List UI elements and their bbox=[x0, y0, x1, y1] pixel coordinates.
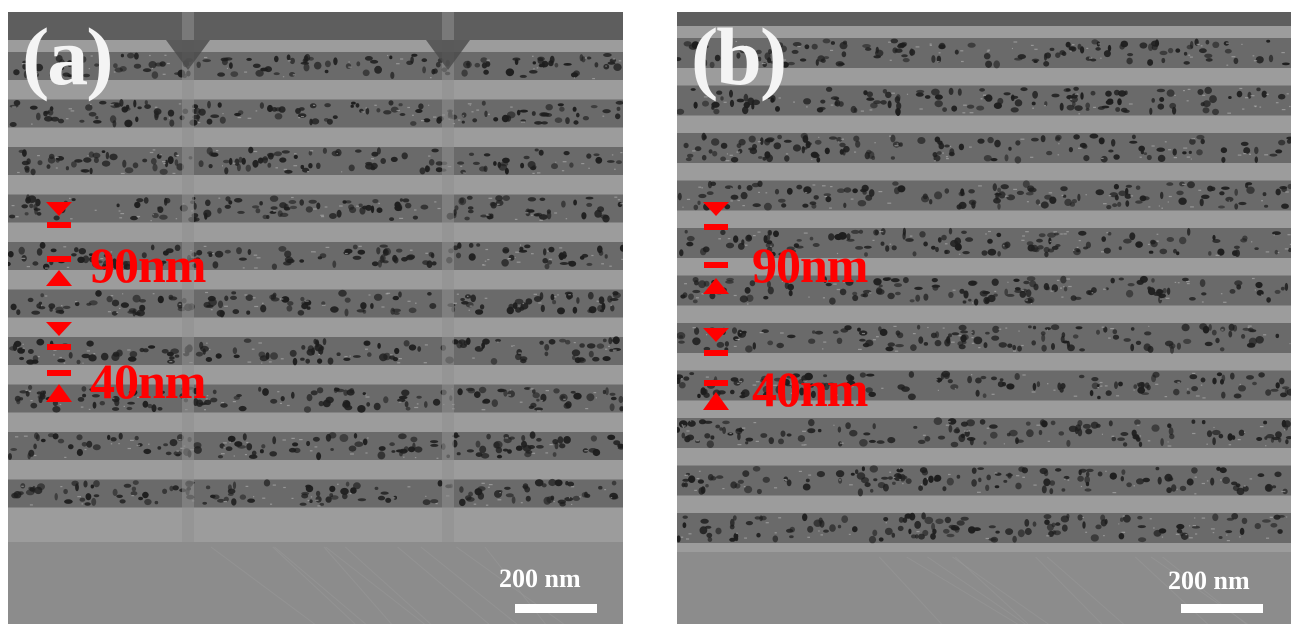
panel-label-b: (b) bbox=[691, 16, 785, 98]
sem-micrograph-a bbox=[8, 12, 623, 624]
scale-bar-a bbox=[515, 604, 597, 613]
scale-label-a: 200 nm bbox=[499, 566, 581, 592]
measurement-40nm-b: 40nm bbox=[752, 364, 867, 414]
measurement-90nm-a: 90nm bbox=[90, 240, 205, 290]
measurement-90nm-b: 90nm bbox=[752, 240, 867, 290]
measurement-40nm-a: 40nm bbox=[90, 356, 205, 406]
sem-panel-a: (a) 90nm 40nm 200 nm bbox=[8, 12, 623, 624]
sem-micrograph-b bbox=[677, 12, 1291, 624]
panel-label-a: (a) bbox=[22, 16, 112, 98]
scale-label-b: 200 nm bbox=[1168, 568, 1250, 594]
sem-panel-b: (b) 90nm 40nm 200 nm bbox=[677, 12, 1291, 624]
scale-bar-b bbox=[1181, 604, 1263, 613]
